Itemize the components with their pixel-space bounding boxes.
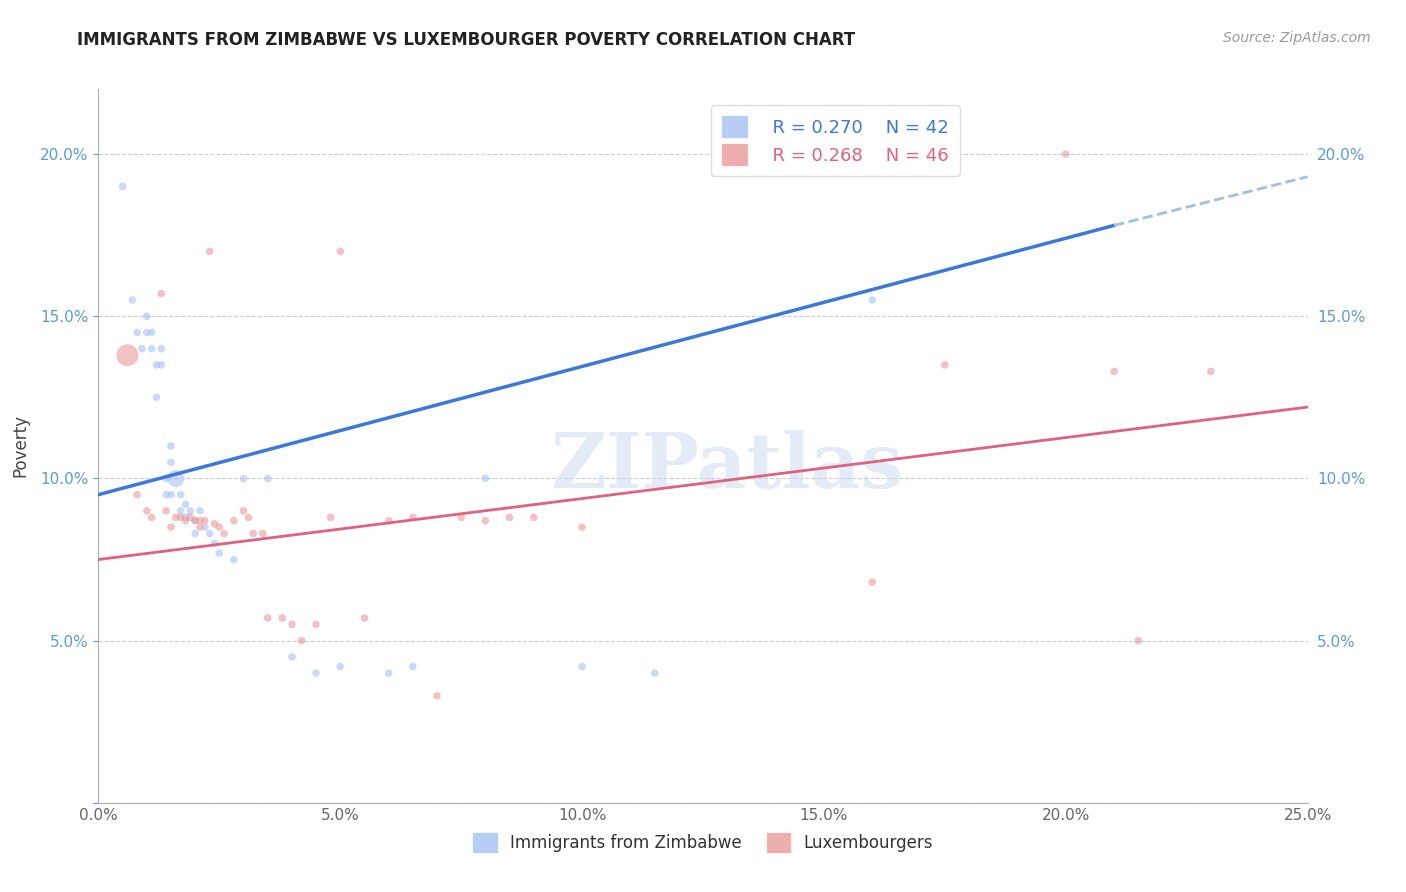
Point: [127, 326, 149, 340]
Point: [242, 526, 264, 541]
Point: [208, 546, 231, 560]
Point: [117, 348, 139, 362]
Point: [188, 514, 211, 528]
Point: [198, 244, 221, 259]
Point: [127, 488, 149, 502]
Point: [160, 488, 183, 502]
Point: [155, 504, 177, 518]
Point: [135, 310, 157, 324]
Point: [208, 520, 231, 534]
Point: [860, 293, 883, 307]
Point: [1128, 633, 1150, 648]
Point: [141, 326, 163, 340]
Point: [329, 244, 352, 259]
Point: [498, 510, 520, 524]
Y-axis label: Poverty: Poverty: [11, 415, 30, 477]
Point: [860, 575, 883, 590]
Point: [155, 488, 177, 502]
Point: [305, 617, 328, 632]
Point: [188, 504, 211, 518]
Point: [188, 520, 211, 534]
Point: [204, 516, 226, 531]
Point: [131, 342, 153, 356]
Point: [145, 358, 167, 372]
Point: [174, 510, 197, 524]
Point: [165, 471, 187, 485]
Point: [353, 611, 375, 625]
Point: [111, 179, 134, 194]
Point: [232, 471, 254, 485]
Point: [377, 514, 399, 528]
Point: [179, 504, 201, 518]
Point: [155, 471, 177, 485]
Point: [179, 510, 201, 524]
Point: [571, 520, 593, 534]
Point: [169, 488, 191, 502]
Point: [232, 504, 254, 518]
Point: [319, 510, 342, 524]
Point: [281, 617, 304, 632]
Point: [222, 552, 245, 566]
Point: [150, 358, 173, 372]
Point: [184, 514, 207, 528]
Point: [238, 510, 260, 524]
Point: [644, 666, 666, 681]
Point: [256, 471, 278, 485]
Point: [523, 510, 546, 524]
Point: [305, 666, 328, 681]
Point: [571, 659, 593, 673]
Point: [1199, 364, 1222, 378]
Point: [169, 510, 191, 524]
Point: [1102, 364, 1125, 378]
Point: [160, 520, 183, 534]
Point: [474, 471, 496, 485]
Point: [252, 526, 274, 541]
Point: [121, 293, 143, 307]
Point: [212, 526, 235, 541]
Point: [402, 659, 425, 673]
Point: [290, 633, 312, 648]
Point: [184, 514, 207, 528]
Point: [184, 526, 207, 541]
Text: ZIPatlas: ZIPatlas: [551, 431, 904, 504]
Point: [377, 666, 399, 681]
Point: [174, 514, 197, 528]
Point: [934, 358, 956, 372]
Point: [160, 439, 183, 453]
Point: [150, 286, 173, 301]
Point: [281, 649, 304, 664]
Point: [169, 504, 191, 518]
Point: [135, 504, 157, 518]
Point: [329, 659, 352, 673]
Point: [141, 510, 163, 524]
Point: [450, 510, 472, 524]
Point: [198, 526, 221, 541]
Point: [135, 326, 157, 340]
Point: [150, 342, 173, 356]
Point: [141, 342, 163, 356]
Point: [204, 536, 226, 550]
Point: [174, 497, 197, 511]
Point: [194, 520, 217, 534]
Point: [222, 514, 245, 528]
Point: [165, 510, 187, 524]
Point: [271, 611, 294, 625]
Text: Source: ZipAtlas.com: Source: ZipAtlas.com: [1223, 31, 1371, 45]
Legend: Immigrants from Zimbabwe, Luxembourgers: Immigrants from Zimbabwe, Luxembourgers: [467, 826, 939, 859]
Point: [402, 510, 425, 524]
Point: [256, 611, 278, 625]
Point: [160, 455, 183, 469]
Point: [145, 390, 167, 404]
Point: [474, 514, 496, 528]
Text: IMMIGRANTS FROM ZIMBABWE VS LUXEMBOURGER POVERTY CORRELATION CHART: IMMIGRANTS FROM ZIMBABWE VS LUXEMBOURGER…: [77, 31, 855, 49]
Point: [194, 514, 217, 528]
Point: [426, 689, 449, 703]
Point: [1054, 147, 1077, 161]
